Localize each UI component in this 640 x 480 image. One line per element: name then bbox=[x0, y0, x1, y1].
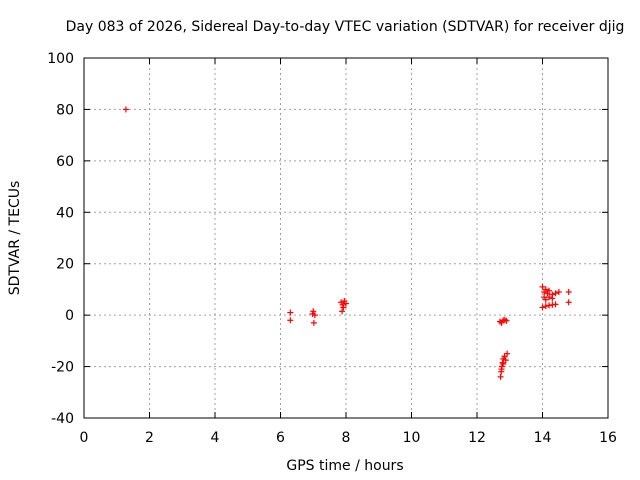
data-point bbox=[539, 304, 546, 311]
data-point bbox=[343, 300, 349, 307]
y-tick-label: 60 bbox=[56, 154, 74, 170]
data-point bbox=[546, 294, 553, 301]
x-tick-label: 0 bbox=[80, 430, 89, 446]
data-point bbox=[310, 308, 317, 315]
x-tick-label: 6 bbox=[276, 430, 285, 446]
data-point bbox=[503, 317, 510, 324]
x-tick-label: 14 bbox=[534, 430, 552, 446]
y-tick-labels: -40 -20 0 20 40 60 80 100 bbox=[47, 51, 74, 427]
data-point bbox=[542, 303, 549, 310]
data-points bbox=[122, 106, 572, 380]
data-point bbox=[555, 289, 562, 295]
data-point bbox=[122, 106, 129, 113]
x-tick-label: 4 bbox=[211, 430, 220, 446]
data-point bbox=[542, 286, 549, 293]
data-point bbox=[565, 299, 572, 306]
data-point bbox=[549, 295, 556, 302]
data-point bbox=[340, 304, 347, 311]
data-point bbox=[552, 290, 559, 297]
data-point bbox=[310, 319, 317, 326]
grid-lines bbox=[84, 58, 608, 418]
y-tick-label: 20 bbox=[56, 257, 74, 273]
chart-title: Day 083 of 2026, Sidereal Day-to-day VTE… bbox=[66, 19, 625, 35]
y-tick-label: -20 bbox=[51, 360, 74, 376]
data-point bbox=[287, 309, 294, 316]
y-tick-label: 0 bbox=[65, 308, 74, 324]
data-point bbox=[500, 361, 507, 367]
x-tick-label: 2 bbox=[145, 430, 154, 446]
data-point bbox=[499, 359, 506, 366]
x-tick-labels: 0 2 4 6 8 10 12 14 16 bbox=[80, 430, 617, 446]
y-tick-label: 40 bbox=[56, 205, 74, 221]
y-axis-label: SDTVAR / TECUs bbox=[7, 181, 23, 296]
data-point bbox=[504, 350, 511, 357]
data-point bbox=[539, 283, 546, 290]
data-point bbox=[542, 296, 549, 303]
data-point bbox=[339, 308, 346, 315]
axis-ticks bbox=[83, 57, 609, 419]
data-point bbox=[546, 287, 553, 294]
y-tick-label: -40 bbox=[51, 411, 74, 427]
data-point bbox=[565, 289, 572, 295]
data-point bbox=[497, 373, 504, 380]
data-point bbox=[311, 312, 318, 319]
x-axis-label: GPS time / hours bbox=[286, 458, 403, 474]
data-point bbox=[502, 357, 509, 364]
x-tick-label: 8 bbox=[342, 430, 351, 446]
x-tick-label: 10 bbox=[403, 430, 421, 446]
y-tick-label: 100 bbox=[47, 51, 74, 67]
data-point bbox=[498, 366, 505, 373]
x-tick-label: 16 bbox=[599, 430, 617, 446]
data-point bbox=[287, 317, 294, 324]
x-tick-label: 12 bbox=[468, 430, 486, 446]
data-point bbox=[552, 301, 559, 308]
y-tick-label: 80 bbox=[56, 102, 74, 118]
